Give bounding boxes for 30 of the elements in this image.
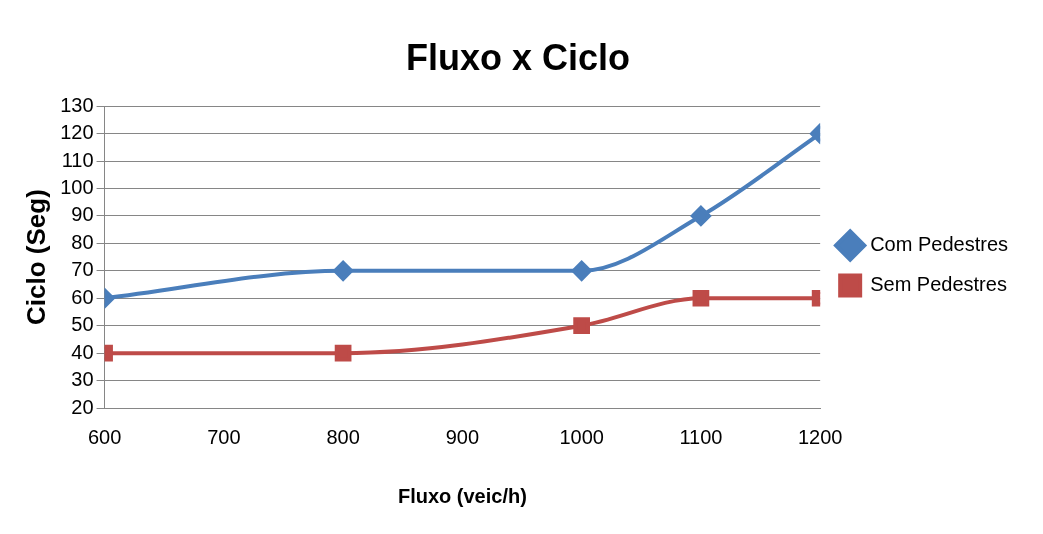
y-tick-label: 100: [60, 176, 94, 199]
y-tick-label: 80: [71, 230, 94, 253]
y-tick-label: 110: [61, 148, 94, 171]
point: [573, 317, 590, 335]
legend-label: Com Pedestres: [870, 233, 1009, 256]
x-tick-label: 600: [87, 425, 122, 448]
x-tick-label: 1200: [797, 425, 843, 448]
y-tick-label: 50: [71, 313, 94, 336]
y-tick-label: 90: [71, 203, 94, 226]
point: [692, 289, 710, 307]
point: [333, 260, 354, 281]
y-tick-label: 70: [71, 258, 94, 281]
point: [334, 344, 352, 362]
y-tick-label: 40: [71, 340, 94, 363]
x-tick-label: 1100: [679, 425, 723, 448]
x-tick-label: 1000: [559, 425, 604, 448]
y-tick-label: 120: [60, 121, 94, 144]
x-tick-label: 900: [445, 425, 480, 448]
x-axis-title: Fluxo (veic/h): [397, 484, 527, 507]
y-tick-label: 20: [71, 395, 94, 418]
x-tick-label: 800: [326, 425, 360, 448]
point: [571, 260, 592, 281]
legend-label: Sem Pedestres: [870, 273, 1007, 296]
y-tick-label: 30: [71, 368, 94, 391]
x-tick-label: 700: [207, 425, 241, 448]
point: [690, 205, 711, 226]
y-tick-label: 130: [60, 93, 94, 116]
chart-title: Fluxo x Ciclo: [405, 36, 631, 78]
y-axis-title: Ciclo (Seg): [20, 189, 51, 325]
y-tick-label: 60: [71, 285, 94, 308]
